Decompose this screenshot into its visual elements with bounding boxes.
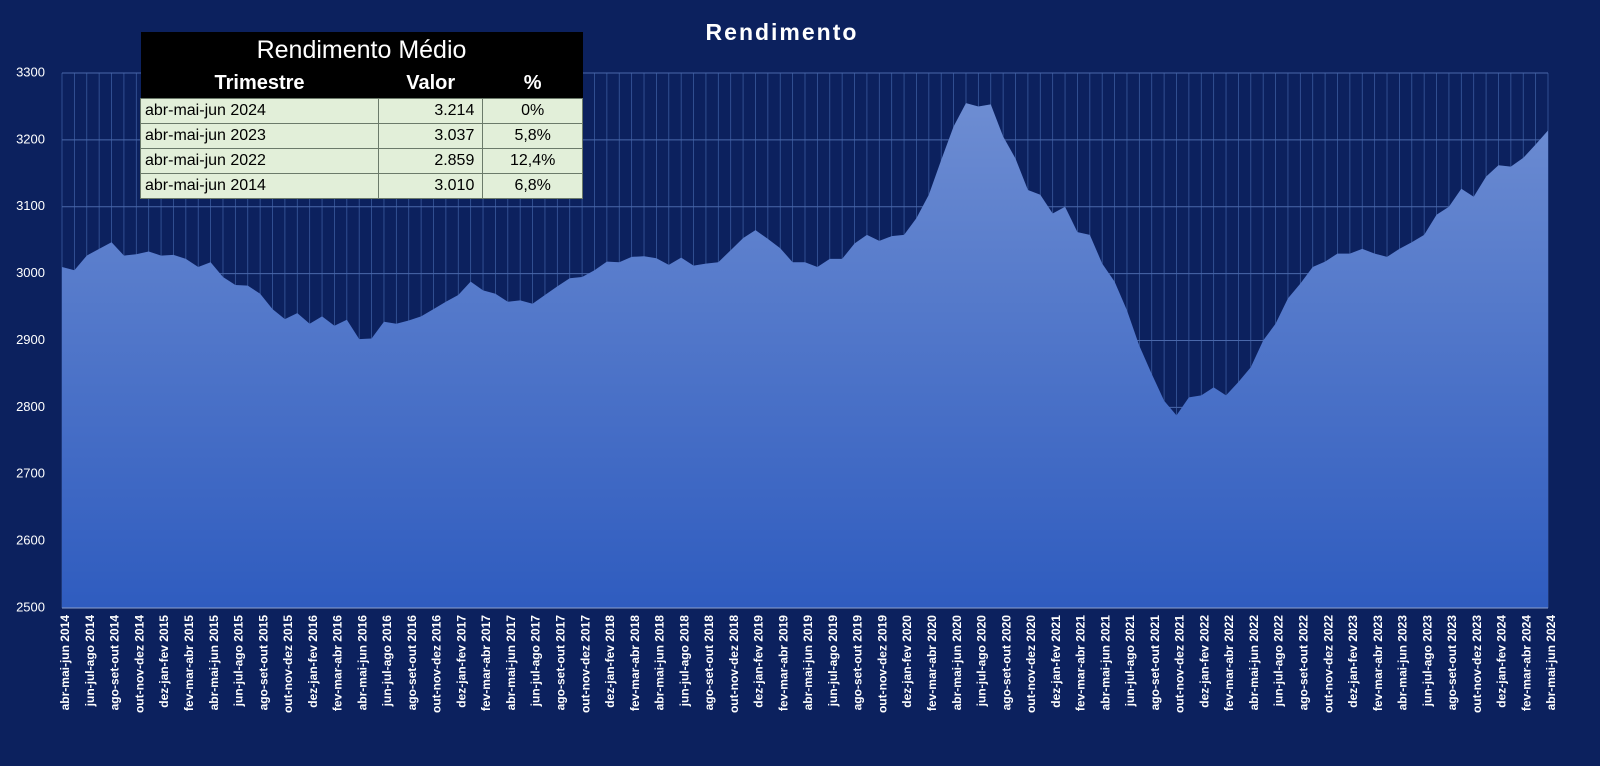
table-cell: abr-mai-jun 2023 — [139, 123, 380, 149]
x-tick-label: fev-mar-abr 2018 — [628, 615, 642, 711]
x-tick-label: dez-jan-fev 2024 — [1495, 615, 1509, 708]
x-tick-label: jun-jul-ago 2016 — [380, 615, 394, 708]
x-tick-label: ago-set-out 2017 — [554, 615, 568, 711]
chart-title: Rendimento — [706, 19, 859, 45]
x-tick-label: ago-set-out 2021 — [1148, 615, 1162, 711]
y-tick-label: 2700 — [16, 466, 45, 481]
x-tick-label: fev-mar-abr 2019 — [776, 615, 790, 711]
table-cell: 0% — [482, 98, 583, 124]
x-tick-label: dez-jan-fev 2018 — [603, 615, 617, 708]
x-tick-label: fev-mar-abr 2021 — [1074, 615, 1088, 711]
x-tick-label: jun-jul-ago 2015 — [232, 615, 246, 708]
x-tick-label: ago-set-out 2023 — [1445, 615, 1459, 711]
x-tick-label: ago-set-out 2014 — [108, 615, 122, 711]
x-tick-label: jun-jul-ago 2014 — [83, 615, 97, 708]
table-cell: 5,8% — [482, 123, 583, 149]
x-tick-label: jun-jul-ago 2018 — [677, 615, 691, 708]
x-tick-label: abr-mai-jun 2020 — [950, 615, 964, 711]
x-tick-label: jun-jul-ago 2022 — [1272, 615, 1286, 708]
x-tick-label: abr-mai-jun 2019 — [801, 615, 815, 711]
y-tick-label: 3000 — [16, 265, 45, 280]
x-tick-label: out-nov-dez 2014 — [132, 615, 146, 713]
x-tick-label: out-nov-dez 2015 — [281, 615, 295, 713]
x-tick-label: abr-mai-jun 2015 — [207, 615, 221, 711]
x-tick-label: dez-jan-fev 2017 — [454, 615, 468, 708]
x-tick-label: out-nov-dez 2023 — [1470, 615, 1484, 713]
x-tick-label: ago-set-out 2018 — [702, 615, 716, 711]
area-shade — [62, 103, 1548, 608]
x-tick-label: out-nov-dez 2022 — [1321, 615, 1335, 713]
x-tick-label: fev-mar-abr 2024 — [1519, 615, 1533, 711]
y-tick-label: 2500 — [16, 599, 45, 614]
table-cell: abr-mai-jun 2022 — [139, 148, 380, 174]
x-tick-label: ago-set-out 2019 — [851, 615, 865, 711]
table-header: Valor — [378, 68, 483, 99]
table-row: abr-mai-jun 2023 3.037 5,8% — [139, 123, 583, 149]
table-cell: 12,4% — [482, 148, 583, 174]
table-cell: 6,8% — [482, 173, 583, 199]
table-row: abr-mai-jun 2024 3.214 0% — [139, 98, 583, 124]
x-tick-label: ago-set-out 2015 — [256, 615, 270, 711]
x-tick-label: abr-mai-jun 2017 — [504, 615, 518, 711]
x-tick-label: abr-mai-jun 2018 — [653, 615, 667, 711]
table-cell: 3.214 — [378, 98, 484, 124]
x-tick-label: fev-mar-abr 2017 — [479, 615, 493, 711]
x-tick-label: fev-mar-abr 2016 — [331, 615, 345, 711]
x-tick-label: jun-jul-ago 2017 — [529, 615, 543, 708]
x-tick-label: jun-jul-ago 2020 — [975, 615, 989, 708]
table-cell: abr-mai-jun 2014 — [139, 173, 380, 199]
y-tick-label: 3200 — [16, 131, 45, 146]
x-tick-label: abr-mai-jun 2021 — [1098, 615, 1112, 711]
x-tick-label: fev-mar-abr 2022 — [1222, 615, 1236, 711]
table-cell: 2.859 — [378, 148, 484, 174]
x-tick-label: abr-mai-jun 2016 — [355, 615, 369, 711]
table-row: abr-mai-jun 2022 2.859 12,4% — [139, 148, 583, 174]
x-tick-label: jun-jul-ago 2021 — [1123, 615, 1137, 708]
table-row: abr-mai-jun 2014 3.010 6,8% — [139, 173, 583, 199]
table-cell: 3.010 — [378, 173, 484, 199]
x-tick-label: dez-jan-fev 2015 — [157, 615, 171, 708]
x-tick-label: dez-jan-fev 2023 — [1346, 615, 1360, 708]
x-tick-label: out-nov-dez 2019 — [875, 615, 889, 713]
x-tick-label: abr-mai-jun 2014 — [58, 615, 72, 711]
x-tick-label: jun-jul-ago 2019 — [826, 615, 840, 708]
x-tick-label: ago-set-out 2020 — [999, 615, 1013, 711]
x-tick-label: jun-jul-ago 2023 — [1420, 615, 1434, 708]
x-tick-label: fev-mar-abr 2015 — [182, 615, 196, 711]
y-tick-label: 3100 — [16, 198, 45, 213]
x-tick-label: out-nov-dez 2016 — [430, 615, 444, 713]
table-title: Rendimento Médio — [140, 32, 583, 68]
x-tick-label: out-nov-dez 2017 — [578, 615, 592, 713]
y-tick-label: 2900 — [16, 332, 45, 347]
x-tick-label: dez-jan-fev 2022 — [1197, 615, 1211, 708]
x-tick-label: out-nov-dez 2018 — [727, 615, 741, 713]
x-tick-label: fev-mar-abr 2023 — [1371, 615, 1385, 711]
x-tick-label: dez-jan-fev 2020 — [900, 615, 914, 708]
x-tick-label: out-nov-dez 2020 — [1024, 615, 1038, 713]
x-tick-label: ago-set-out 2022 — [1297, 615, 1311, 711]
y-tick-label: 2800 — [16, 399, 45, 414]
summary-table: Rendimento Médio Trimestre Valor % abr-m… — [139, 32, 583, 199]
y-tick-label: 2600 — [16, 533, 45, 548]
x-tick-label: dez-jan-fev 2019 — [752, 615, 766, 708]
table-header: % — [482, 68, 583, 99]
x-tick-label: abr-mai-jun 2023 — [1396, 615, 1410, 711]
x-tick-label: abr-mai-jun 2022 — [1247, 615, 1261, 711]
x-tick-label: fev-mar-abr 2020 — [925, 615, 939, 711]
x-tick-label: ago-set-out 2016 — [405, 615, 419, 711]
x-tick-label: abr-mai-jun 2024 — [1544, 615, 1558, 711]
x-tick-label: dez-jan-fev 2016 — [306, 615, 320, 708]
y-tick-label: 3300 — [16, 64, 45, 79]
x-tick-label: out-nov-dez 2021 — [1173, 615, 1187, 713]
table-cell: 3.037 — [378, 123, 484, 149]
table-header: Trimestre — [140, 68, 379, 99]
x-tick-label: dez-jan-fev 2021 — [1049, 615, 1063, 708]
table-cell: abr-mai-jun 2024 — [139, 98, 380, 124]
